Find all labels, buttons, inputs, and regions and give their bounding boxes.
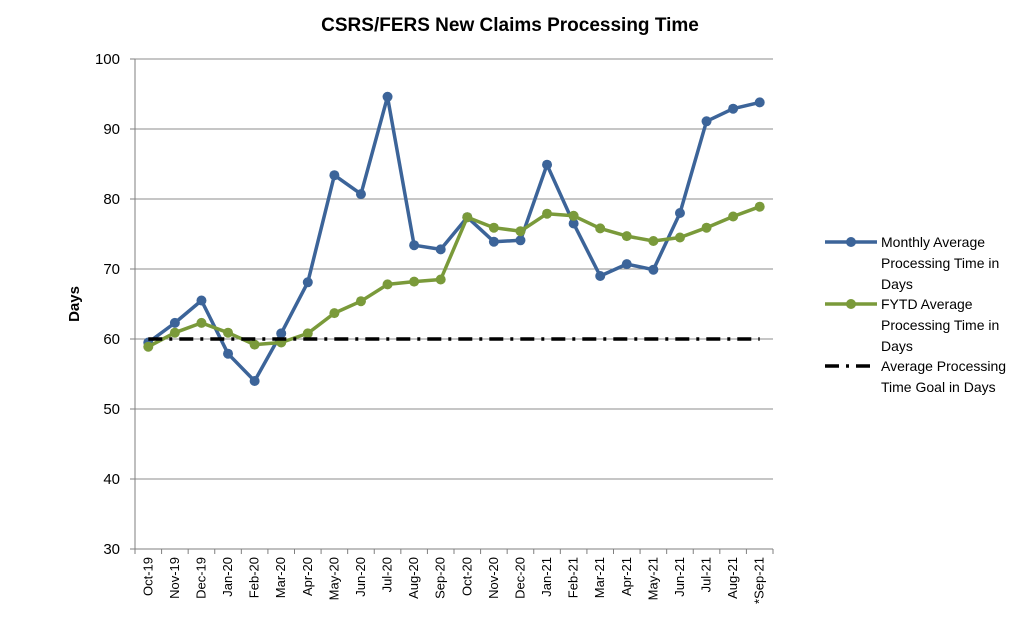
data-point xyxy=(515,226,526,237)
data-point xyxy=(169,327,180,338)
y-tick-label: 70 xyxy=(103,261,120,278)
data-point xyxy=(728,211,739,222)
series-line-1 xyxy=(147,205,761,349)
data-point xyxy=(409,276,420,287)
data-point xyxy=(329,170,340,181)
y-tick-label: 50 xyxy=(103,401,120,418)
data-point xyxy=(621,259,632,270)
data-point xyxy=(701,116,712,127)
data-point xyxy=(355,189,366,200)
data-point xyxy=(143,341,154,352)
gridlines xyxy=(135,58,773,480)
data-point xyxy=(223,348,234,359)
legend-label: Time Goal in Days xyxy=(881,379,996,395)
x-tick-label: Jun-20 xyxy=(353,557,368,597)
data-point xyxy=(595,271,606,281)
data-point xyxy=(515,235,526,246)
data-point xyxy=(701,222,712,233)
legend-label: Processing Time in xyxy=(881,255,999,271)
legend-label: Processing Time in xyxy=(881,317,999,333)
y-tick-label: 40 xyxy=(103,471,120,488)
x-tick-label: Jan-20 xyxy=(220,557,235,597)
data-point xyxy=(462,212,473,223)
legend-label: Days xyxy=(881,338,913,354)
data-point xyxy=(648,236,659,246)
x-tick-label: Jul-20 xyxy=(380,557,395,592)
data-point xyxy=(223,327,234,338)
data-point xyxy=(595,223,606,234)
x-tick-labels: Oct-19 Nov-19 Dec-19 Jan-20 Feb-20 Mar-20 Apr-… xyxy=(140,557,766,604)
data-point xyxy=(276,328,287,339)
x-tick-label: Nov-20 xyxy=(486,557,501,599)
x-tick-label: May-21 xyxy=(645,557,660,600)
data-point xyxy=(488,236,499,247)
x-tick-label: Feb-20 xyxy=(247,557,262,598)
data-point xyxy=(409,240,420,251)
x-tick-label: Nov-19 xyxy=(167,557,182,599)
x-tick-label: Aug-21 xyxy=(725,557,740,599)
x-tick-label: Dec-19 xyxy=(193,557,208,599)
data-point xyxy=(355,296,366,307)
data-point xyxy=(249,376,260,386)
data-point xyxy=(382,279,393,290)
x-tick-label: Feb-21 xyxy=(566,557,581,598)
y-tick-label: 90 xyxy=(103,121,120,138)
data-point xyxy=(302,277,313,288)
legend-label: FYTD Average xyxy=(881,296,973,312)
data-point xyxy=(196,295,207,306)
series-group xyxy=(143,91,765,386)
data-point xyxy=(674,232,685,243)
data-point xyxy=(542,208,553,219)
data-point xyxy=(435,244,446,255)
axes xyxy=(130,58,774,554)
series-line-0 xyxy=(147,95,761,383)
y-tick-label: 30 xyxy=(103,541,120,558)
data-point xyxy=(674,208,685,218)
x-tick-label: Jun-21 xyxy=(672,557,687,597)
legend-marker xyxy=(846,237,856,247)
data-point xyxy=(621,231,632,242)
x-tick-label: Dec-20 xyxy=(512,557,527,599)
data-point xyxy=(169,317,180,328)
data-point xyxy=(302,328,313,339)
y-tick-label: 100 xyxy=(95,51,120,68)
chart-title: CSRS/FERS New Claims Processing Time xyxy=(321,15,699,36)
y-axis-label: Days xyxy=(66,286,83,322)
legend-label: Monthly Average xyxy=(881,234,985,250)
x-tick-label: Jul-21 xyxy=(699,557,714,592)
x-tick-label: Apr-21 xyxy=(619,557,634,596)
data-point xyxy=(728,103,739,114)
legend-label: Days xyxy=(881,276,913,292)
data-point xyxy=(249,339,260,350)
x-tick-label: May-20 xyxy=(326,557,341,600)
x-tick-label: Mar-20 xyxy=(273,557,288,598)
y-tick-label: 80 xyxy=(103,191,120,208)
y-tick-labels: 30 40 50 60 70 80 90 100 xyxy=(95,51,120,558)
legend: Monthly Average Processing Time in Days FYT… xyxy=(825,234,1006,395)
data-point xyxy=(488,222,499,233)
data-point xyxy=(329,308,340,319)
data-point xyxy=(568,218,579,229)
data-point xyxy=(754,97,765,108)
y-tick-label: 60 xyxy=(103,331,120,348)
x-tick-label: *Sep-21 xyxy=(752,557,767,604)
x-tick-label: Oct-19 xyxy=(140,557,155,596)
x-tick-label: Aug-20 xyxy=(406,557,421,599)
x-tick-label: Mar-21 xyxy=(592,557,607,598)
x-tick-label: Sep-20 xyxy=(433,557,448,599)
data-point xyxy=(568,210,579,221)
legend-marker xyxy=(846,299,856,309)
x-tick-label: Oct-20 xyxy=(459,557,474,596)
data-point xyxy=(754,201,765,212)
data-point xyxy=(435,274,446,285)
data-point xyxy=(382,91,393,102)
x-tick-label: Apr-20 xyxy=(300,557,315,596)
x-tick-label: Jan-21 xyxy=(539,557,554,597)
data-point xyxy=(196,317,207,328)
data-point xyxy=(542,159,553,170)
data-point xyxy=(648,264,659,275)
legend-label: Average Processing xyxy=(881,358,1006,374)
